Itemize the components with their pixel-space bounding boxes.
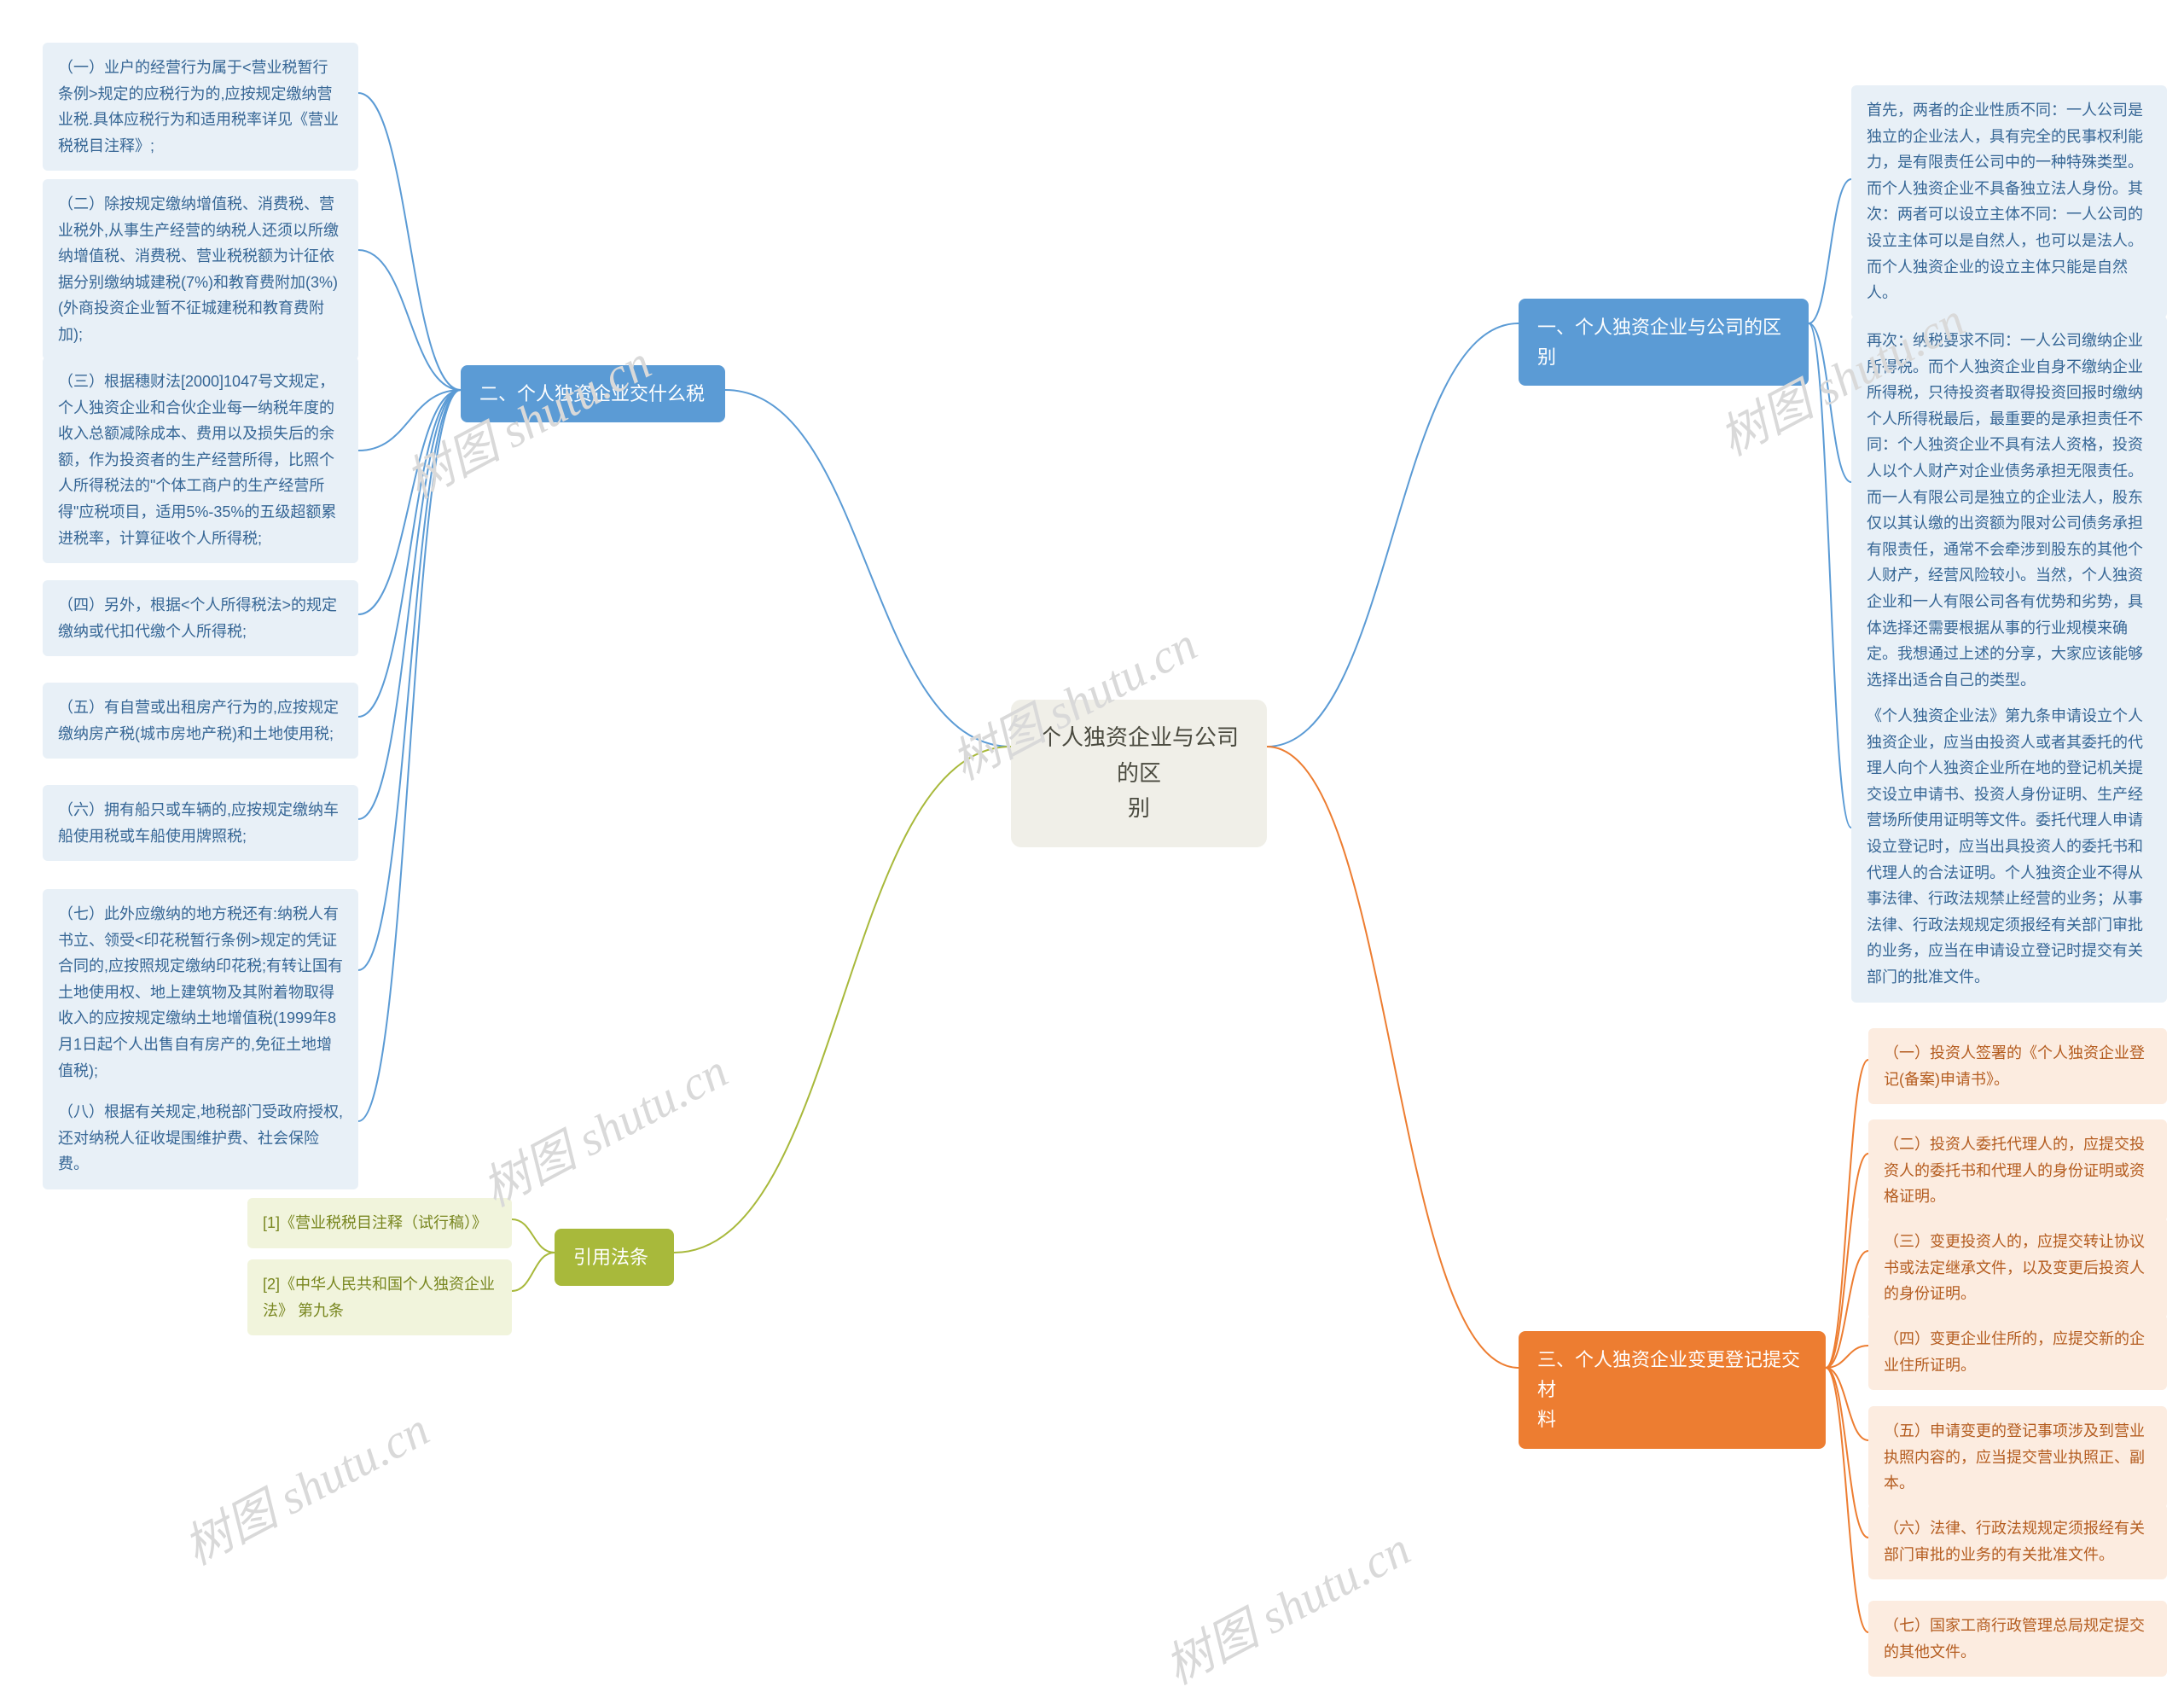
leaf-b2-2[interactable]: （三）根据穗财法[2000]1047号文规定，个人独资企业和合伙企业每一纳税年度… bbox=[43, 357, 358, 563]
leaf-b1-2[interactable]: 《个人独资企业法》第九条申请设立个人独资企业，应当由投资人或者其委托的代理人向个… bbox=[1851, 691, 2167, 1003]
leaf-b1-1[interactable]: 再次：纳税要求不同：一人公司缴纳企业所得税。而个人独资企业自身不缴纳企业所得税，… bbox=[1851, 316, 2167, 705]
branch-b3[interactable]: 三、个人独资企业变更登记提交材 料 bbox=[1519, 1331, 1826, 1449]
leaf-b4-1[interactable]: [2]《中华人民共和国个人独资企业法》 第九条 bbox=[247, 1259, 512, 1335]
leaf-b3-3[interactable]: （四）变更企业住所的，应提交新的企业住所证明。 bbox=[1868, 1314, 2167, 1390]
leaf-b2-5[interactable]: （六）拥有船只或车辆的,应按规定缴纳车船使用税或车船使用牌照税; bbox=[43, 785, 358, 861]
branch-b2[interactable]: 二、个人独资企业交什么税 bbox=[461, 365, 725, 422]
leaf-b3-0[interactable]: （一）投资人签署的《个人独资企业登记(备案)申请书》。 bbox=[1868, 1028, 2167, 1104]
watermark-4: 树图 shutu.cn bbox=[170, 1392, 439, 1579]
leaf-b2-6[interactable]: （七）此外应缴纳的地方税还有:纳税人有书立、领受<印花税暂行条例>规定的凭证合同… bbox=[43, 889, 358, 1096]
center-node: 个人独资企业与公司的区 别 bbox=[1011, 700, 1267, 847]
leaf-b2-4[interactable]: （五）有自营或出租房产行为的,应按规定缴纳房产税(城市房地产税)和土地使用税; bbox=[43, 683, 358, 759]
branch-b4[interactable]: 引用法条 bbox=[555, 1229, 674, 1286]
leaf-b4-0[interactable]: [1]《营业税税目注释（试行稿）》 bbox=[247, 1198, 512, 1248]
leaf-b3-1[interactable]: （二）投资人委托代理人的，应提交投资人的委托书和代理人的身份证明或资格证明。 bbox=[1868, 1119, 2167, 1222]
leaf-b3-2[interactable]: （三）变更投资人的，应提交转让协议书或法定继承文件，以及变更后投资人的身份证明。 bbox=[1868, 1217, 2167, 1319]
watermark-3: 树图 shutu.cn bbox=[468, 1033, 737, 1220]
leaf-b2-0[interactable]: （一）业户的经营行为属于<营业税暂行条例>规定的应税行为的,应按规定缴纳营业税.… bbox=[43, 43, 358, 171]
leaf-b3-6[interactable]: （七）国家工商行政管理总局规定提交的其他文件。 bbox=[1868, 1601, 2167, 1677]
watermark-5: 树图 shutu.cn bbox=[1151, 1511, 1420, 1698]
branch-b1[interactable]: 一、个人独资企业与公司的区别 bbox=[1519, 299, 1809, 386]
leaf-b2-7[interactable]: （八）根据有关规定,地税部门受政府授权,还对纳税人征收堤围维护费、社会保险费。 bbox=[43, 1087, 358, 1189]
leaf-b2-3[interactable]: （四）另外，根据<个人所得税法>的规定缴纳或代扣代缴个人所得税; bbox=[43, 580, 358, 656]
leaf-b2-1[interactable]: （二）除按规定缴纳增值税、消费税、营业税外,从事生产经营的纳税人还须以所缴纳增值… bbox=[43, 179, 358, 360]
leaf-b1-0[interactable]: 首先，两者的企业性质不同：一人公司是独立的企业法人，具有完全的民事权利能力，是有… bbox=[1851, 85, 2167, 318]
leaf-b3-5[interactable]: （六）法律、行政法规规定须报经有关部门审批的业务的有关批准文件。 bbox=[1868, 1503, 2167, 1579]
leaf-b3-4[interactable]: （五）申请变更的登记事项涉及到营业执照内容的，应当提交营业执照正、副本。 bbox=[1868, 1406, 2167, 1509]
